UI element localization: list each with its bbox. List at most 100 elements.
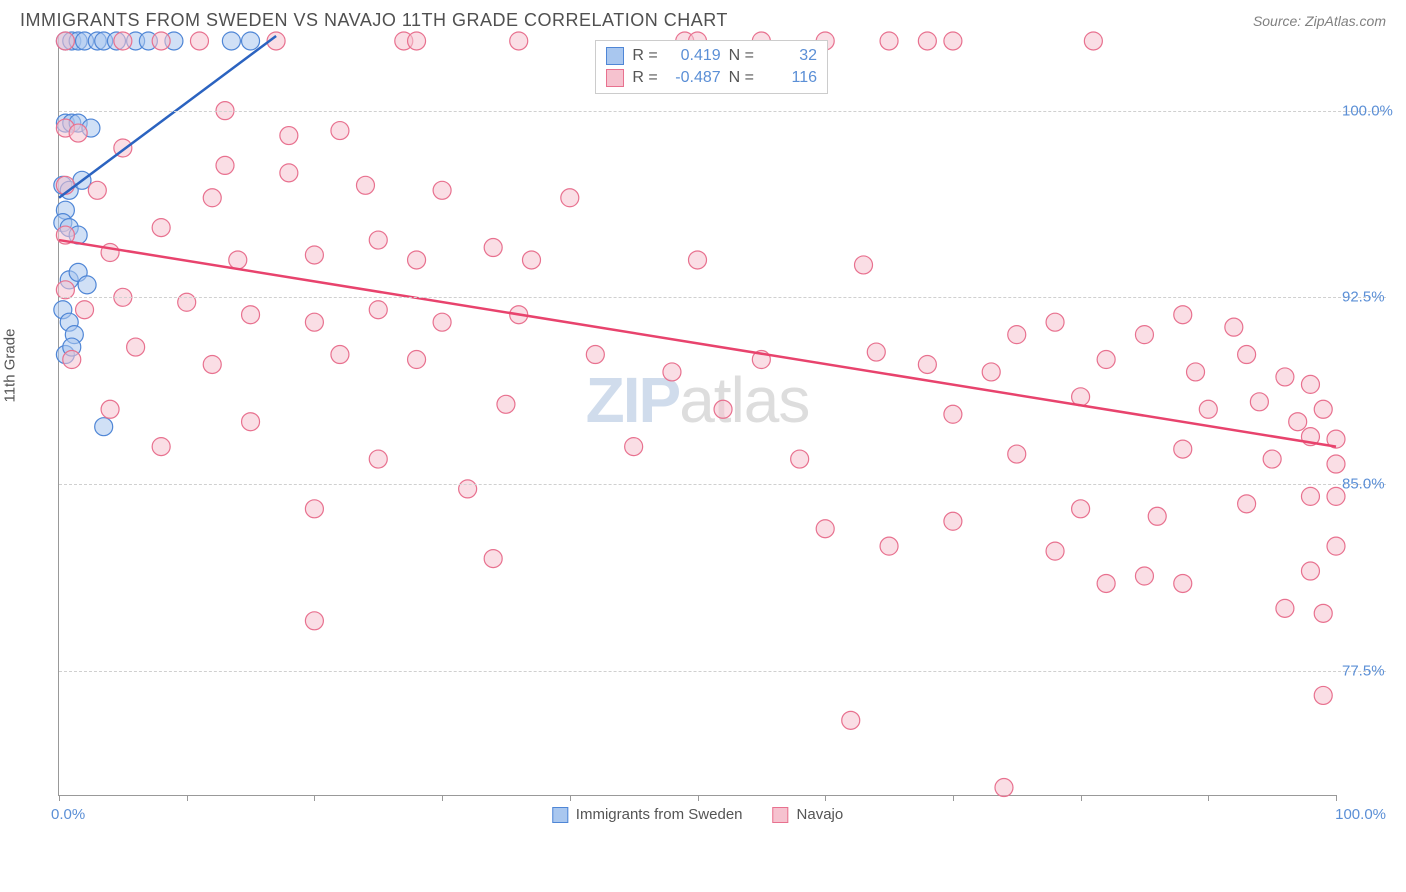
scatter-point	[242, 306, 260, 324]
n-label: N =	[729, 69, 754, 87]
scatter-point	[714, 400, 732, 418]
source-attribution: Source: ZipAtlas.com	[1253, 13, 1386, 29]
scatter-point	[944, 32, 962, 50]
scatter-point	[459, 480, 477, 498]
scatter-point	[1072, 500, 1090, 518]
scatter-point	[510, 32, 528, 50]
scatter-point	[1327, 537, 1345, 555]
scatter-point	[484, 550, 502, 568]
scatter-point	[1314, 400, 1332, 418]
scatter-point	[242, 413, 260, 431]
scatter-point	[1276, 368, 1294, 386]
scatter-point	[1301, 375, 1319, 393]
scatter-point	[1084, 32, 1102, 50]
chart-header: IMMIGRANTS FROM SWEDEN VS NAVAJO 11TH GR…	[0, 0, 1406, 36]
legend-item-navajo: Navajo	[773, 806, 844, 823]
scatter-point	[305, 246, 323, 264]
x-axis-min-label: 0.0%	[51, 806, 85, 823]
stat-row-sweden: R = 0.419 N = 32	[606, 45, 817, 67]
x-tick	[570, 795, 571, 801]
scatter-point	[497, 395, 515, 413]
scatter-point	[369, 450, 387, 468]
scatter-point	[880, 537, 898, 555]
scatter-point	[101, 400, 119, 418]
scatter-point	[305, 500, 323, 518]
scatter-point	[1174, 440, 1192, 458]
y-tick-label: 77.5%	[1338, 662, 1386, 679]
scatter-point	[88, 181, 106, 199]
scatter-point	[305, 612, 323, 630]
r-label: R =	[632, 69, 657, 87]
scatter-point	[944, 405, 962, 423]
x-tick	[1081, 795, 1082, 801]
scatter-point	[216, 156, 234, 174]
scatter-point	[1008, 445, 1026, 463]
n-value-sweden: 32	[762, 47, 817, 65]
scatter-point	[1187, 363, 1205, 381]
chart-title: IMMIGRANTS FROM SWEDEN VS NAVAJO 11TH GR…	[20, 10, 728, 31]
stat-swatch-navajo	[606, 69, 624, 87]
legend-swatch-navajo	[773, 807, 789, 823]
scatter-point	[305, 313, 323, 331]
scatter-point	[586, 346, 604, 364]
scatter-point	[880, 32, 898, 50]
scatter-point	[152, 32, 170, 50]
scatter-point	[1046, 542, 1064, 560]
scatter-point	[408, 32, 426, 50]
scatter-point	[663, 363, 681, 381]
gridline-h	[59, 297, 1386, 298]
scatter-point	[982, 363, 1000, 381]
y-tick-label: 92.5%	[1338, 289, 1386, 306]
scatter-point	[918, 32, 936, 50]
x-tick	[825, 795, 826, 801]
scatter-point	[1008, 326, 1026, 344]
scatter-point	[1097, 574, 1115, 592]
scatter-point	[1238, 495, 1256, 513]
scatter-point	[1097, 351, 1115, 369]
scatter-point	[69, 124, 87, 142]
scatter-point	[152, 438, 170, 456]
x-tick	[59, 795, 60, 801]
scatter-point	[1238, 346, 1256, 364]
gridline-h	[59, 484, 1386, 485]
scatter-point	[1148, 507, 1166, 525]
scatter-point	[561, 189, 579, 207]
scatter-point	[1135, 326, 1153, 344]
n-value-navajo: 116	[762, 69, 817, 87]
scatter-point	[1174, 574, 1192, 592]
plot-area: ZIPatlas 100.0%92.5%85.0%77.5% 0.0% 100.…	[58, 36, 1336, 796]
y-axis-label: 11th Grade	[2, 329, 19, 403]
scatter-point	[1263, 450, 1281, 468]
scatter-point	[114, 32, 132, 50]
scatter-point	[842, 711, 860, 729]
scatter-point	[1276, 599, 1294, 617]
scatter-point	[178, 293, 196, 311]
scatter-point	[1314, 604, 1332, 622]
scatter-point	[918, 355, 936, 373]
x-tick	[442, 795, 443, 801]
scatter-point	[56, 281, 74, 299]
y-tick-label: 100.0%	[1338, 102, 1386, 119]
scatter-point	[369, 231, 387, 249]
x-tick	[314, 795, 315, 801]
scatter-point	[1301, 562, 1319, 580]
scatter-point	[1199, 400, 1217, 418]
x-tick	[953, 795, 954, 801]
legend-label-navajo: Navajo	[797, 806, 844, 823]
scatter-point	[78, 276, 96, 294]
scatter-point	[1250, 393, 1268, 411]
scatter-plot-svg	[59, 36, 1336, 795]
scatter-point	[203, 355, 221, 373]
scatter-point	[1174, 306, 1192, 324]
scatter-point	[1289, 413, 1307, 431]
scatter-point	[152, 219, 170, 237]
scatter-point	[331, 346, 349, 364]
scatter-point	[995, 779, 1013, 797]
scatter-point	[408, 251, 426, 269]
x-tick	[698, 795, 699, 801]
scatter-point	[1327, 455, 1345, 473]
gridline-h	[59, 111, 1386, 112]
scatter-point	[408, 351, 426, 369]
scatter-point	[203, 189, 221, 207]
scatter-point	[369, 301, 387, 319]
